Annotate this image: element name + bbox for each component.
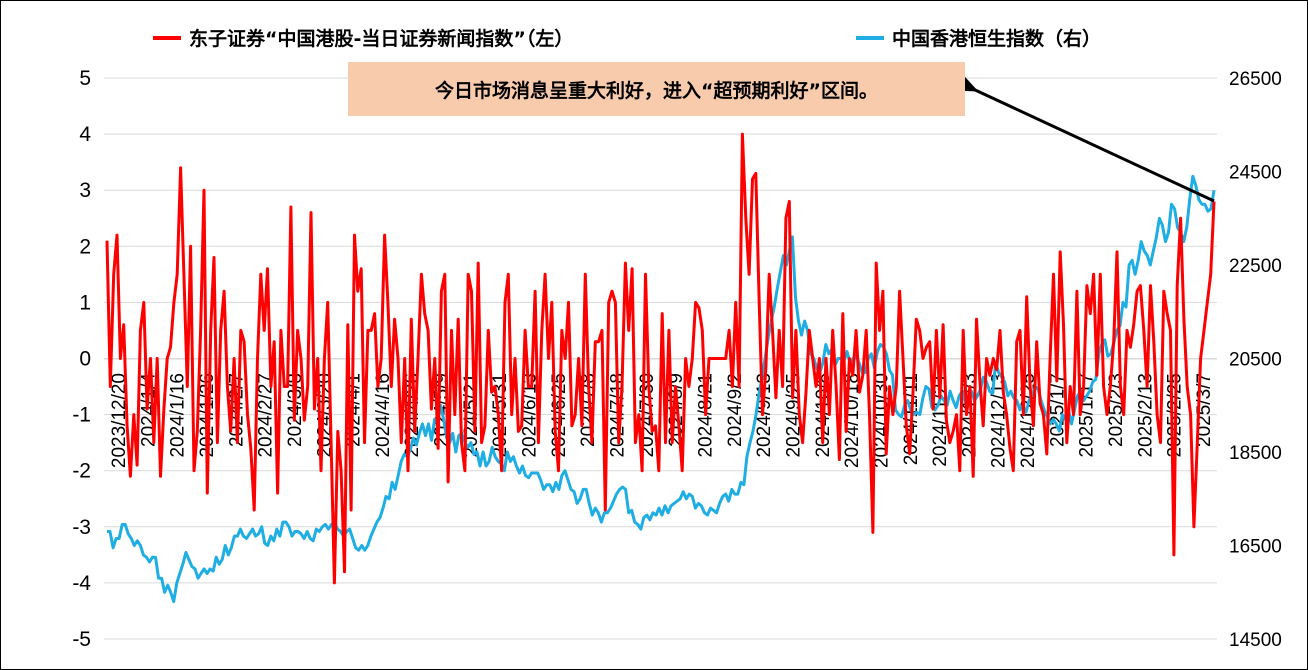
x-axis-tick-label: 2024/2/27	[256, 373, 277, 458]
annotation-arrow	[939, 62, 1215, 203]
left-axis-tick-label: 0	[79, 348, 91, 371]
annotation-text: 今日市场消息呈重大利好，进入“超预期利好”区间。	[435, 79, 878, 102]
right-axis-tick-label: 14500	[1229, 630, 1282, 651]
x-tick-text: 2024/2/27	[256, 373, 277, 458]
sentiment-index-line	[105, 132, 1216, 585]
annotation-callout: 今日市场消息呈重大利好，进入“超预期利好”区间。	[348, 62, 965, 116]
left-axis-tick-label: 4	[79, 123, 91, 146]
x-tick-text: 2025/2/13	[1135, 373, 1156, 458]
left-axis-tick-label: -3	[72, 516, 91, 539]
left-axis-tick-label: -4	[72, 572, 91, 595]
x-axis-tick-label: 2024/6/13	[520, 373, 541, 458]
x-tick-text: 2024/1/16	[168, 373, 189, 458]
right-axis-tick-label: 22500	[1229, 256, 1282, 277]
x-axis-tick-label: 2024/4/16	[373, 373, 394, 458]
x-tick-text: 2024/9/2	[725, 373, 746, 447]
left-axis-tick-label: 2	[79, 235, 91, 258]
x-axis-tick-label: 2025/2/13	[1135, 373, 1156, 458]
x-axis-tick-label: 2024/9/2	[725, 373, 746, 447]
right-axis-tick-label: 20500	[1229, 350, 1282, 371]
legend-label-sentiment: 东子证券“中国港股-当日证券新闻指数”（左）	[189, 27, 573, 50]
left-axis-tick-label: 5	[79, 67, 91, 90]
left-axis-tick-label: -1	[72, 404, 91, 427]
right-axis-tick-label: 26500	[1229, 69, 1282, 90]
left-axis-tick-label: 1	[79, 291, 91, 314]
right-axis-tick-label: 24500	[1229, 163, 1282, 184]
x-tick-text: 2024/4/16	[373, 373, 394, 458]
left-axis-tick-label: 3	[79, 179, 91, 202]
legend-label-hsi: 中国香港恒生指数（右）	[892, 27, 1101, 50]
x-tick-text: 2025/1/7	[1047, 373, 1068, 447]
x-axis-tick-label: 2025/1/7	[1047, 373, 1068, 447]
x-axis-tick-label: 2024/1/16	[168, 373, 189, 458]
hang-seng-index-line	[107, 174, 1216, 604]
x-tick-text: 2024/6/13	[520, 373, 541, 458]
right-axis-tick-label: 16500	[1229, 537, 1282, 558]
left-axis-tick-label: -5	[72, 628, 91, 651]
left-axis-tick-label: -2	[72, 460, 91, 483]
right-axis-tick-label: 18500	[1229, 443, 1282, 464]
